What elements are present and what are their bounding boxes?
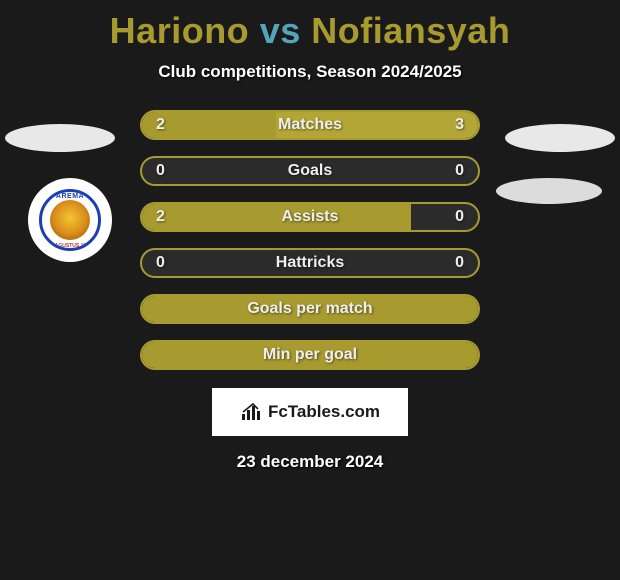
stat-value-left: 0: [156, 162, 165, 180]
club-badge: AREMA 11 AGUSTUS 1987: [28, 178, 112, 262]
stat-bar-gap: [411, 204, 478, 230]
stat-value-right: 0: [455, 208, 464, 226]
stat-value-left: 2: [156, 208, 165, 226]
stats-container: Matches23Goals00Assists20Hattricks00Goal…: [140, 110, 480, 370]
club-badge-ring: AREMA 11 AGUSTUS 1987: [39, 189, 101, 251]
stat-value-left: 2: [156, 116, 165, 134]
badge-top-text: AREMA: [56, 193, 84, 200]
stat-row-full: Min per goal: [140, 340, 480, 370]
stat-label: Goals per match: [247, 300, 372, 318]
stat-row: Assists 2 0: [140, 202, 480, 232]
stat-value-right: 3: [455, 116, 464, 134]
date-text: 23 december 2024: [0, 452, 620, 472]
player2-crest-placeholder: [505, 124, 615, 152]
player1-name: Hariono: [110, 10, 250, 51]
stat-label: Matches: [278, 116, 342, 134]
brand-chart-icon: [240, 402, 264, 422]
stat-label: Goals: [288, 162, 332, 180]
stat-label: Hattricks: [276, 254, 344, 272]
stat-value-right: 0: [455, 162, 464, 180]
player1-crest-placeholder: [5, 124, 115, 152]
brand-box: FcTables.com: [212, 388, 408, 436]
stat-row: Goals 0 0: [140, 156, 480, 186]
player2-name: Nofiansyah: [311, 10, 510, 51]
stat-value-right: 0: [455, 254, 464, 272]
stat-row: Matches 2 3: [140, 110, 480, 140]
stat-row-full: Goals per match: [140, 294, 480, 324]
stat-bar-left: [142, 204, 411, 230]
badge-lion-icon: [50, 200, 90, 240]
vs-word: vs: [260, 10, 301, 51]
stat-row: Hattricks 0 0: [140, 248, 480, 278]
badge-bottom-text: 11 AGUSTUS 1987: [48, 243, 91, 249]
comparison-title: Hariono vs Nofiansyah: [0, 0, 620, 52]
brand-text: FcTables.com: [268, 402, 380, 422]
stat-label: Assists: [282, 208, 339, 226]
stat-value-left: 0: [156, 254, 165, 272]
stat-label: Min per goal: [263, 346, 357, 364]
subtitle: Club competitions, Season 2024/2025: [0, 62, 620, 82]
player2-crest-placeholder-2: [496, 178, 602, 204]
